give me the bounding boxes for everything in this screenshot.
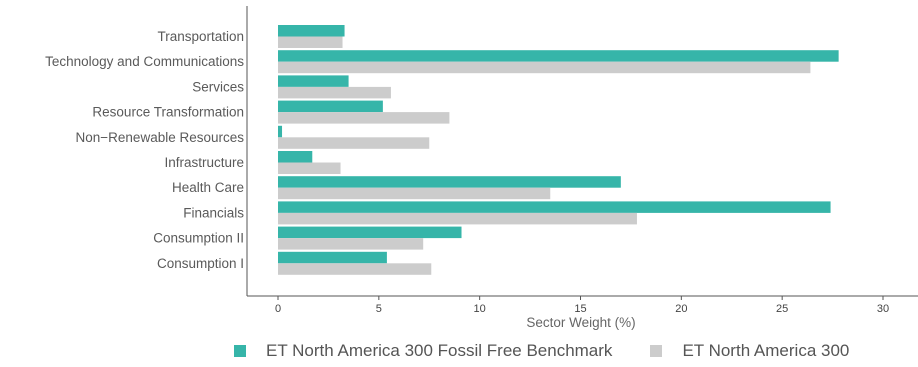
legend-swatch-benchmark bbox=[650, 345, 663, 357]
category-label-technology-and-communications: Technology and Communications bbox=[45, 54, 244, 69]
bar-financials-benchmark bbox=[278, 212, 637, 225]
x-tick-label: 0 bbox=[275, 303, 281, 315]
bar-group bbox=[278, 25, 839, 275]
bar-transportation-benchmark bbox=[278, 36, 343, 48]
bar-infrastructure-benchmark bbox=[278, 162, 341, 174]
bar-consumption-i-fossil-free bbox=[278, 251, 387, 264]
category-label-financials: Financials bbox=[183, 205, 244, 220]
category-label-infrastructure: Infrastructure bbox=[164, 155, 244, 170]
legend-item-benchmark: ET North America 300 bbox=[650, 341, 849, 361]
bar-technology-and-communications-fossil-free bbox=[278, 50, 839, 62]
bar-consumption-ii-fossil-free bbox=[278, 226, 462, 239]
bar-infrastructure-fossil-free bbox=[278, 151, 313, 163]
category-label-health-care: Health Care bbox=[172, 180, 244, 195]
bar-technology-and-communications-benchmark bbox=[278, 61, 811, 74]
category-labels: Transportation Technology and Communicati… bbox=[45, 29, 244, 271]
bar-transportation-fossil-free bbox=[278, 25, 345, 37]
bar-non-renewable-resources-fossil-free bbox=[278, 125, 283, 138]
x-tick-label: 10 bbox=[474, 303, 486, 315]
x-axis-title: Sector Weight (%) bbox=[526, 315, 635, 330]
category-label-consumption-ii: Consumption II bbox=[153, 231, 244, 246]
bar-health-care-benchmark bbox=[278, 187, 551, 200]
x-tick-label: 30 bbox=[877, 303, 889, 315]
legend-item-fossil-free: ET North America 300 Fossil Free Benchma… bbox=[234, 341, 612, 361]
category-label-non-renewable-resources: Non−Renewable Resources bbox=[76, 130, 245, 145]
category-label-services: Services bbox=[192, 79, 244, 94]
bar-resource-transformation-benchmark bbox=[278, 112, 450, 124]
x-tick-label: 15 bbox=[574, 303, 586, 315]
x-tick-label: 5 bbox=[376, 303, 382, 315]
legend-label-benchmark: ET North America 300 bbox=[682, 341, 850, 360]
category-label-consumption-i: Consumption I bbox=[157, 256, 244, 271]
legend: ET North America 300 Fossil Free Benchma… bbox=[234, 341, 849, 361]
x-axis-ticks: 0 5 10 15 20 25 30 bbox=[275, 296, 889, 315]
bar-services-fossil-free bbox=[278, 75, 349, 87]
legend-label-fossil-free: ET North America 300 Fossil Free Benchma… bbox=[266, 341, 613, 360]
category-label-transportation: Transportation bbox=[157, 29, 244, 44]
bar-resource-transformation-fossil-free bbox=[278, 100, 383, 113]
bar-financials-fossil-free bbox=[278, 201, 831, 213]
x-tick-label: 25 bbox=[776, 303, 788, 315]
bar-consumption-i-benchmark bbox=[278, 263, 432, 275]
bar-consumption-ii-benchmark bbox=[278, 238, 424, 250]
bar-services-benchmark bbox=[278, 86, 391, 99]
category-label-resource-transformation: Resource Transformation bbox=[92, 105, 244, 120]
bar-non-renewable-resources-benchmark bbox=[278, 137, 430, 149]
legend-swatch-fossil-free bbox=[234, 345, 246, 357]
x-tick-label: 20 bbox=[675, 303, 687, 315]
bar-health-care-fossil-free bbox=[278, 176, 621, 188]
